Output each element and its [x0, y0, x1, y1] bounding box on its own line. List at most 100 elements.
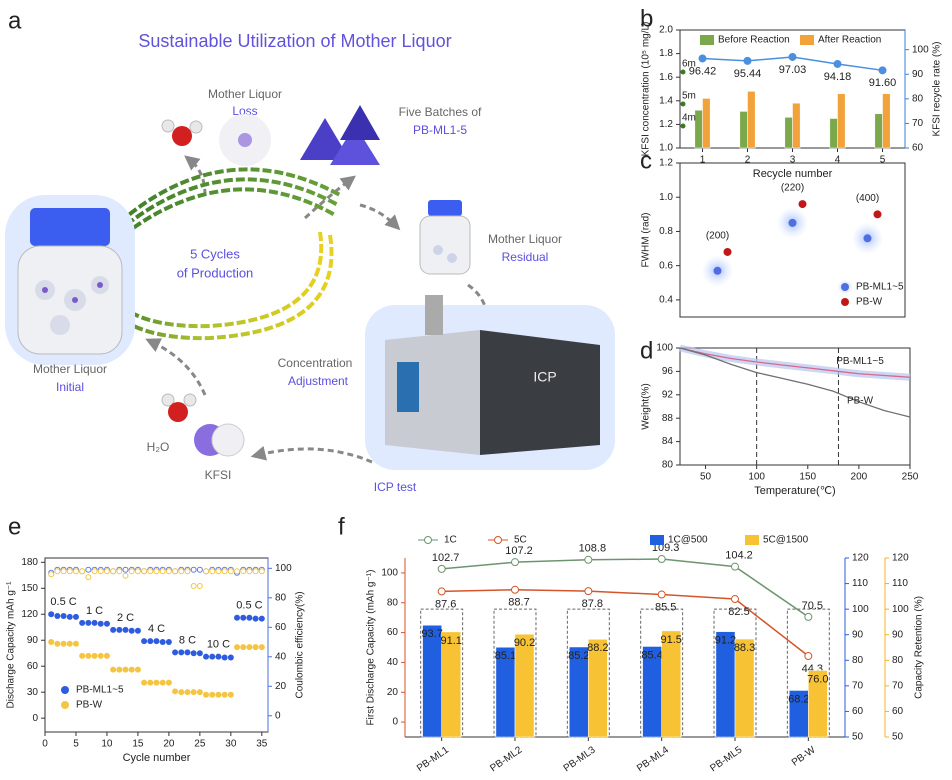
machine-label: ICP: [533, 369, 556, 385]
legend-swatch: [841, 283, 849, 291]
icp-test: ICP test: [374, 480, 417, 494]
point: [116, 626, 123, 633]
panel-a: a Sustainable Utilization of Mother Liqu…: [5, 7, 615, 494]
adjust-title: Concentration: [278, 356, 353, 370]
point: [723, 247, 732, 256]
annotation: 4m: [682, 113, 696, 124]
point-value-label: 95.44: [734, 68, 762, 80]
bar-value-label: 88.2: [587, 642, 608, 654]
legend-label: PB-W: [76, 700, 103, 711]
point: [97, 620, 104, 627]
point: [165, 568, 172, 575]
bar: [694, 109, 703, 149]
point: [246, 644, 253, 651]
point: [227, 691, 234, 698]
bar-value-label: 90.2: [514, 637, 535, 649]
point: [190, 689, 197, 696]
kfsi-label: KFSI: [205, 468, 232, 482]
bar: [588, 639, 608, 738]
x-tick-label: 150: [799, 472, 816, 483]
point: [79, 568, 86, 575]
arrow: [250, 445, 373, 464]
rate-label: 1 C: [86, 605, 103, 617]
point: [227, 654, 234, 661]
x-tick-label: PB-ML5: [708, 744, 744, 774]
point: [66, 640, 73, 647]
point: [252, 615, 259, 622]
line: [679, 347, 911, 378]
y-tick-label: 1.0: [659, 192, 673, 203]
bar: [715, 631, 736, 738]
category-label: (200): [706, 231, 729, 242]
point: [511, 585, 519, 594]
loss-title: Mother Liquor: [208, 87, 282, 101]
point: [743, 56, 752, 65]
x-tick-label: 2: [745, 155, 751, 166]
y-tick-label: 60: [387, 627, 399, 638]
point: [72, 613, 79, 620]
y-tick-label: 120: [852, 553, 869, 564]
rate-label: 10 C: [207, 639, 230, 651]
y-tick-label: 110: [852, 578, 868, 589]
y-tick-label: 120: [892, 553, 909, 564]
point: [221, 654, 228, 661]
point: [584, 555, 593, 564]
bottle: [419, 215, 471, 275]
point: [731, 595, 739, 604]
annotation: 6m: [682, 59, 696, 70]
point: [91, 619, 98, 626]
arrow: [303, 175, 356, 220]
bar: [661, 630, 681, 738]
point-value-label: 88.7: [508, 597, 529, 609]
bar: [882, 93, 891, 149]
bar: [792, 102, 801, 149]
legend-label: After Reaction: [818, 35, 881, 46]
line: [441, 589, 809, 657]
bar-value-label: 85.4: [641, 649, 662, 661]
point: [221, 568, 228, 575]
point-value-label: 104.2: [725, 550, 753, 562]
point: [240, 568, 247, 575]
bar-value-label: 85.2: [568, 650, 589, 662]
y-tick-label: 80: [275, 592, 287, 603]
machine-side: [480, 330, 600, 455]
bar-value-label: 93.7: [421, 628, 442, 640]
point: [798, 200, 807, 209]
point: [215, 653, 222, 660]
bottle-cap: [428, 200, 462, 216]
legend-label: 1C: [444, 535, 457, 546]
point: [178, 568, 185, 575]
point: [227, 568, 234, 575]
point: [72, 640, 79, 647]
adjust-label: Adjustment: [288, 374, 349, 388]
point: [134, 627, 141, 634]
y-tick-label: 0: [392, 717, 398, 728]
bar-value-label: 91.5: [660, 634, 681, 646]
point: [209, 691, 216, 698]
legend-swatch: [800, 35, 814, 45]
x-tick-label: PB-W: [790, 744, 818, 768]
point-value-label: 97.03: [779, 64, 807, 76]
point: [657, 555, 666, 564]
point: [209, 653, 216, 660]
point: [147, 568, 154, 575]
arrow: [359, 203, 401, 231]
point: [788, 218, 797, 227]
point: [85, 652, 92, 659]
point: [85, 619, 92, 626]
point: [863, 234, 872, 243]
x-tick-label: PB-ML1: [415, 744, 451, 774]
axis-title: KFSI recycle rate (%): [932, 41, 943, 136]
batches-title: Five Batches of: [399, 105, 482, 119]
y-tick-label: 96: [662, 366, 674, 377]
panel-label: f: [338, 513, 345, 540]
point: [103, 620, 110, 627]
point: [511, 558, 519, 567]
point: [159, 568, 166, 575]
point: [657, 590, 666, 599]
x-tick-label: 25: [194, 739, 206, 750]
y-tick-label: 150: [21, 583, 38, 594]
point: [48, 571, 55, 578]
point: [252, 568, 259, 575]
point: [116, 568, 123, 575]
